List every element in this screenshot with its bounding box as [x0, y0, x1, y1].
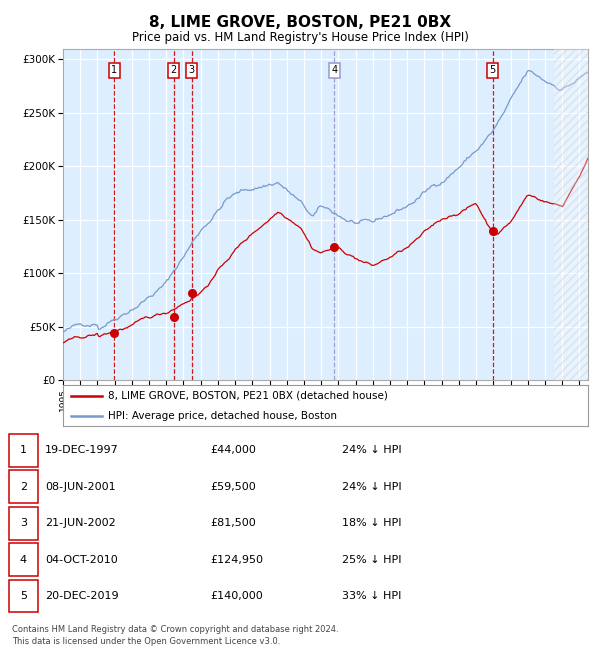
Text: 2: 2 — [20, 482, 27, 492]
Text: 5: 5 — [20, 591, 27, 601]
Text: 19-DEC-1997: 19-DEC-1997 — [45, 445, 119, 456]
Text: 04-OCT-2010: 04-OCT-2010 — [45, 554, 118, 565]
Text: 08-JUN-2001: 08-JUN-2001 — [45, 482, 116, 492]
Text: 1: 1 — [20, 445, 27, 456]
Text: 4: 4 — [20, 554, 27, 565]
Text: 5: 5 — [490, 65, 496, 75]
Text: £81,500: £81,500 — [210, 518, 256, 528]
Text: £124,950: £124,950 — [210, 554, 263, 565]
Text: Price paid vs. HM Land Registry's House Price Index (HPI): Price paid vs. HM Land Registry's House … — [131, 31, 469, 44]
Text: 3: 3 — [188, 65, 195, 75]
Bar — [554, 49, 588, 380]
Text: 20-DEC-2019: 20-DEC-2019 — [45, 591, 119, 601]
Text: £140,000: £140,000 — [210, 591, 263, 601]
Text: Contains HM Land Registry data © Crown copyright and database right 2024.
This d: Contains HM Land Registry data © Crown c… — [12, 625, 338, 646]
Text: 2: 2 — [171, 65, 177, 75]
Text: 33% ↓ HPI: 33% ↓ HPI — [342, 591, 401, 601]
Text: 25% ↓ HPI: 25% ↓ HPI — [342, 554, 401, 565]
Text: 18% ↓ HPI: 18% ↓ HPI — [342, 518, 401, 528]
Text: £59,500: £59,500 — [210, 482, 256, 492]
Text: 1: 1 — [111, 65, 117, 75]
Text: 8, LIME GROVE, BOSTON, PE21 0BX: 8, LIME GROVE, BOSTON, PE21 0BX — [149, 15, 451, 31]
Text: 21-JUN-2002: 21-JUN-2002 — [45, 518, 116, 528]
Text: £44,000: £44,000 — [210, 445, 256, 456]
Text: 24% ↓ HPI: 24% ↓ HPI — [342, 482, 401, 492]
Text: 8, LIME GROVE, BOSTON, PE21 0BX (detached house): 8, LIME GROVE, BOSTON, PE21 0BX (detache… — [107, 391, 388, 401]
Text: 3: 3 — [20, 518, 27, 528]
Text: HPI: Average price, detached house, Boston: HPI: Average price, detached house, Bost… — [107, 411, 337, 421]
Text: 24% ↓ HPI: 24% ↓ HPI — [342, 445, 401, 456]
Text: 4: 4 — [331, 65, 337, 75]
